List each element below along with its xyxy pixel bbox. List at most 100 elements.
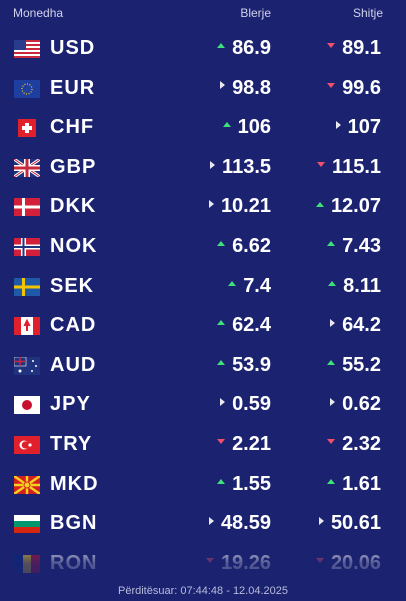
currency-code: CHF [50,116,95,139]
flag-icon [14,515,40,534]
currency-code: SEK [50,274,95,297]
trend-up [217,360,226,366]
fade-overlay [0,538,406,601]
trend-same [220,81,226,90]
rate-row: SEK 7.4 8.11 [0,272,406,302]
currency-code: MKD [50,472,99,495]
trend-same [330,398,336,407]
buy-cell: 86.9 [171,37,271,60]
buy-cell: 62.4 [171,314,271,337]
buy-rate: 1.55 [232,472,271,495]
sell-cell: 99.6 [281,77,381,100]
trend-up [217,241,226,247]
trend-down [327,439,336,445]
flag-icon [18,119,36,138]
sell-rate: 115.1 [332,155,381,178]
currency-code: TRY [50,433,93,455]
buy-cell: 7.4 [171,275,271,298]
buy-cell: 106 [171,116,271,139]
sell-cell: 7.43 [281,235,381,258]
trend-same [330,318,336,327]
trend-same [335,120,341,129]
sell-cell: 55.2 [281,354,381,377]
flag-icon [14,396,40,415]
rate-row: BGN 48.59 50.61 [0,509,406,539]
flag-icon [14,317,40,336]
buy-rate: 53.9 [232,353,271,376]
trend-same [318,516,324,525]
rate-row: DKK 10.21 12.07 [0,192,406,222]
header-currency: Monedha [13,6,64,20]
sell-cell: 89.1 [281,37,381,60]
flag-icon [14,475,40,494]
buy-rate: 6.62 [232,235,271,257]
buy-cell: 113.5 [171,156,271,179]
flag-icon [14,356,40,375]
sell-cell: 50.61 [281,512,381,535]
sell-rate: 64.2 [342,314,381,337]
sell-rate: 1.61 [342,472,381,495]
buy-rate: 7.4 [243,274,271,297]
buy-cell: 0.59 [171,393,271,416]
trend-up [228,280,237,286]
buy-cell: 53.9 [171,354,271,377]
trend-down [217,439,226,445]
rate-row: AUD 53.9 55.2 [0,351,406,381]
flag-icon [14,40,40,58]
header-sell: Shitje [352,6,383,20]
trend-same [208,200,214,209]
buy-cell: 1.55 [171,473,271,496]
sell-rate: 107 [347,116,381,139]
trend-up [217,320,226,326]
sell-cell: 107 [281,116,381,139]
currency-code: CAD [50,314,97,337]
sell-rate: 50.61 [330,512,381,535]
rate-row: TRY 2.21 2.32 [0,430,406,460]
sell-rate: 0.62 [342,393,381,416]
sell-rate: 99.6 [342,76,381,99]
trend-same [208,516,214,525]
buy-rate: 98.8 [232,76,271,99]
rate-row: GBP 113.5 115.1 [0,153,406,183]
flag-icon [14,158,40,177]
trend-up [217,478,226,484]
trend-up [327,360,336,366]
sell-cell: 0.62 [281,393,381,416]
flag-icon [14,436,40,454]
currency-code: USD [50,37,96,59]
trend-down [327,43,336,49]
trend-up [328,280,337,286]
sell-rate: 2.32 [342,433,381,455]
buy-rate: 113.5 [222,155,271,178]
buy-rate: 106 [237,116,271,139]
sell-rate: 12.07 [330,195,381,218]
sell-rate: 55.2 [342,353,381,376]
buy-rate: 62.4 [232,314,271,337]
flag-icon [14,238,40,256]
updated-note: Përditësuar: 07:44:48 - 12.04.2025 [117,585,288,597]
buy-cell: 98.8 [171,77,271,100]
rate-row: CHF 106 107 [0,113,406,143]
trend-up [222,122,231,128]
rate-row: JPY 0.59 0.62 [0,390,406,420]
trend-up [315,201,324,207]
buy-rate: 0.59 [232,393,271,416]
trend-down [317,162,326,168]
trend-up [327,241,336,247]
sell-cell: 8.11 [281,275,381,298]
currency-code: JPY [50,393,91,416]
buy-rate: 10.21 [220,195,271,218]
buy-cell: 6.62 [171,235,271,258]
rate-row: MKD 1.55 1.61 [0,470,406,500]
sell-rate: 7.43 [342,235,381,257]
trend-up [217,43,226,49]
currency-code: DKK [50,195,97,218]
rate-row: EUR 98.8 99.6 [0,74,406,104]
buy-rate: 2.21 [232,433,271,455]
flag-icon [14,277,40,296]
buy-cell: 10.21 [171,195,271,218]
flag-icon [14,198,40,217]
currency-code: BGN [50,512,98,535]
sell-cell: 2.32 [281,433,381,456]
